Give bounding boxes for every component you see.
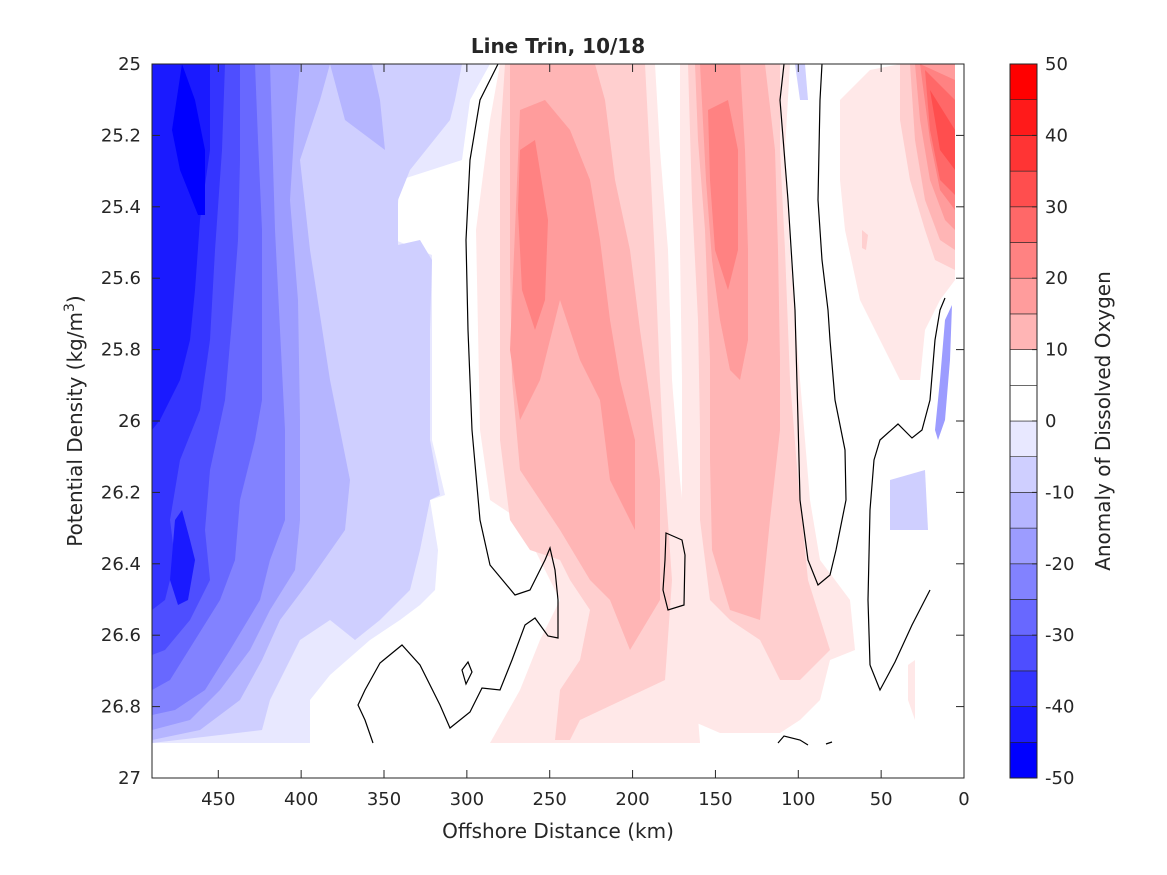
x-tick-label: 350 <box>367 789 401 810</box>
colorbar-band <box>1009 384 1038 422</box>
y-tick-label: 26.4 <box>101 554 141 575</box>
colorbar-tick-label: 0 <box>1045 411 1056 432</box>
y-tick-label: 25.2 <box>101 125 141 146</box>
colorbar-band <box>1009 492 1038 529</box>
contour-band-coastal-pink2 <box>908 660 915 720</box>
y-tick-label: 27 <box>118 768 141 789</box>
zero-contour-3 <box>662 532 686 611</box>
y-tick-label: 25.8 <box>101 340 141 361</box>
contour-band-neg45-b <box>170 510 195 605</box>
colorbar-band <box>1009 63 1038 101</box>
colorbar-tick-label: 10 <box>1045 340 1068 361</box>
colorbar-tick-label: -40 <box>1045 697 1074 718</box>
zero-contour-2 <box>461 660 473 686</box>
contour-band-neg50 <box>172 64 205 215</box>
zero-contours <box>357 64 946 746</box>
zero-contour-5 <box>869 589 931 692</box>
zero-contour-6 <box>867 297 946 666</box>
colorbar-band <box>1009 242 1038 279</box>
x-axis-ticks: 450 400 350 300 250 200 150 100 50 0 <box>201 64 970 810</box>
colorbar-band <box>1009 313 1038 350</box>
chart-title: Line Trin, 10/18 <box>471 34 645 58</box>
colorbar-tick-label: -10 <box>1045 482 1074 503</box>
x-tick-label: 200 <box>615 789 649 810</box>
colorbar-band <box>1009 277 1038 315</box>
y-tick-label: 26 <box>118 411 141 432</box>
zero-contour-7 <box>777 735 809 746</box>
contour-band-top-blue <box>795 64 808 100</box>
contour-band-coastal-pink <box>862 230 868 250</box>
colorbar-band <box>1009 349 1038 386</box>
colorbar-band <box>1009 527 1038 565</box>
colorbar-band <box>1009 206 1038 243</box>
zero-contour-1 <box>357 64 559 744</box>
x-tick-label: 300 <box>450 789 484 810</box>
colorbar-band <box>1009 135 1038 172</box>
colorbar-tick-label: 40 <box>1045 125 1068 146</box>
contour-band-coastal-blue <box>890 470 928 530</box>
colorbar-band <box>1009 741 1038 779</box>
contour-band-pos25-a <box>518 140 548 330</box>
y-axis-label-superscript: 3 <box>62 303 78 312</box>
colorbar-band <box>1009 99 1038 136</box>
colorbar <box>1009 63 1038 779</box>
y-tick-label: 25 <box>118 54 141 75</box>
colorbar-tick-label: 20 <box>1045 268 1068 289</box>
x-axis-label: Offshore Distance (km) <box>442 819 674 843</box>
x-tick-label: 250 <box>533 789 567 810</box>
colorbar-tick-label: -50 <box>1045 768 1074 789</box>
x-tick-label: 50 <box>870 789 893 810</box>
x-tick-label: 150 <box>698 789 732 810</box>
x-tick-label: 400 <box>284 789 318 810</box>
colorbar-tick-label: -20 <box>1045 554 1074 575</box>
filled-contours <box>152 64 955 743</box>
colorbar-band <box>1009 456 1038 493</box>
colorbar-ticks: 50 40 30 20 10 0 -10 -20 -30 -40 -50 <box>1032 54 1074 789</box>
contour-band-pos35-c <box>930 90 955 170</box>
y-tick-label: 26.6 <box>101 625 141 646</box>
y-axis-label-main: Potential Density (kg/m <box>63 312 87 547</box>
colorbar-tick-label: 50 <box>1045 54 1068 75</box>
colorbar-band <box>1009 634 1038 672</box>
y-axis-label-suffix: ) <box>63 295 87 303</box>
x-tick-label: 450 <box>201 789 235 810</box>
y-axis-ticks: 25 25.2 25.4 25.6 25.8 26 26.2 26.4 26.6 26.8 27 <box>101 54 964 789</box>
y-tick-label: 25.4 <box>101 197 141 218</box>
contour-band-pos25-b <box>708 100 738 290</box>
colorbar-band <box>1009 420 1038 458</box>
colorbar-band <box>1009 706 1038 743</box>
colorbar-band <box>1009 170 1038 208</box>
y-tick-label: 25.6 <box>101 268 141 289</box>
colorbar-band <box>1009 599 1038 636</box>
colorbar-tick-label: 30 <box>1045 197 1068 218</box>
zero-contour-4 <box>779 64 847 586</box>
colorbar-tick-label: -30 <box>1045 625 1074 646</box>
colorbar-band <box>1009 670 1038 707</box>
colorbar-label: Anomaly of Dissolved Oxygen <box>1091 271 1115 571</box>
y-axis-label: Potential Density (kg/m3) <box>62 295 87 546</box>
x-tick-label: 100 <box>781 789 815 810</box>
colorbar-band <box>1009 563 1038 600</box>
contour-band-coastal-blue2 <box>935 305 952 440</box>
zero-contour-8 <box>825 741 833 745</box>
y-tick-label: 26.8 <box>101 697 141 718</box>
x-tick-label: 0 <box>958 789 969 810</box>
y-tick-label: 26.2 <box>101 482 141 503</box>
